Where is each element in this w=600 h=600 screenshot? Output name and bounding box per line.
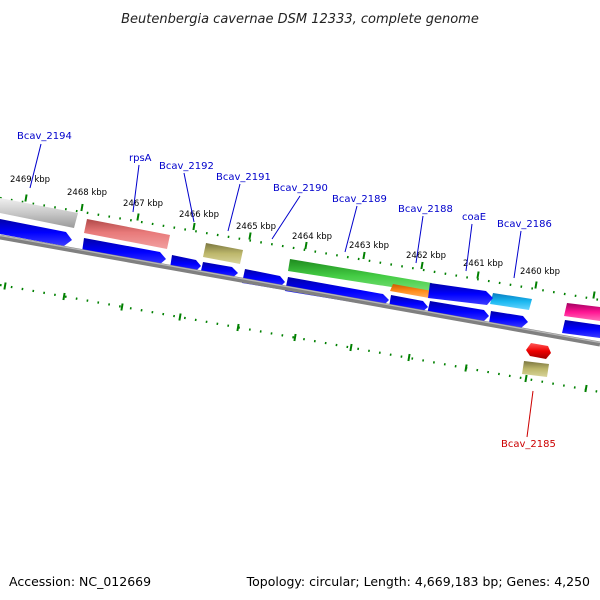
genome-backbone: [0, 234, 600, 347]
major-tick: [362, 251, 366, 260]
genome-summary-text: Topology: circular; Length: 4,669,183 bp…: [246, 574, 590, 589]
gene-labels: Bcav_2194 rpsA Bcav_2192 Bcav_2191 Bcav_…: [17, 131, 556, 450]
cds-arrow[interactable]: [562, 320, 600, 338]
gene-label-coaE[interactable]: coaE: [462, 212, 486, 223]
position-label: 2461 kbp: [463, 259, 503, 269]
position-label: 2469 kbp: [10, 175, 50, 185]
cds-arrow[interactable]: [0, 219, 72, 246]
major-tick: [120, 303, 124, 311]
leader-line: [526, 390, 534, 438]
leader-line: [415, 215, 424, 264]
inner-tick-track: [0, 282, 600, 394]
gene-label-leaders: [29, 143, 534, 438]
major-tick: [464, 364, 468, 372]
lower-feature-track: [522, 343, 551, 377]
position-label: 2464 kbp: [292, 232, 332, 242]
major-tick: [136, 213, 140, 221]
position-label: 2467 kbp: [123, 199, 163, 209]
feature-red-arrow[interactable]: [526, 343, 551, 359]
gene-label-bcav-2192[interactable]: Bcav_2192: [159, 161, 214, 172]
genome-backbone-highlight: [0, 234, 600, 344]
leader-line: [183, 172, 195, 223]
position-label: 2463 kbp: [349, 241, 389, 251]
position-label: 2468 kbp: [67, 188, 107, 198]
position-labels: 2469 kbp 2468 kbp 2467 kbp 2466 kbp 2465…: [10, 175, 560, 277]
major-tick: [349, 343, 353, 352]
major-tick: [236, 323, 240, 332]
major-tick: [24, 194, 28, 202]
leader-line: [465, 223, 473, 272]
gene-label-bcav-2191[interactable]: Bcav_2191: [216, 172, 271, 183]
feature-bcav-2188[interactable]: [390, 284, 432, 298]
map-title: Beutenbergia cavernae DSM 12333, complet…: [121, 12, 479, 27]
feature-gray[interactable]: [0, 198, 78, 228]
gene-label-bcav-2194[interactable]: Bcav_2194: [17, 131, 72, 142]
gene-label-bcav-2189[interactable]: Bcav_2189: [332, 194, 387, 205]
major-tick: [407, 353, 411, 362]
leader-line: [513, 230, 522, 279]
feature-bcav-2189[interactable]: [288, 259, 432, 293]
major-tick: [304, 241, 308, 250]
cds-arrow[interactable]: [427, 301, 489, 323]
outer-tick-track: [0, 194, 600, 302]
major-tick: [534, 281, 538, 289]
outer-track-dots: [0, 196, 600, 302]
major-tick: [584, 384, 588, 393]
leader-line: [132, 164, 140, 213]
position-label: 2465 kbp: [236, 222, 276, 232]
accession-text: Accession: NC_012669: [9, 574, 151, 589]
leader-line: [344, 205, 358, 253]
major-tick: [592, 291, 596, 299]
leader-line: [227, 183, 241, 232]
position-label: 2460 kbp: [520, 267, 560, 277]
major-tick: [248, 232, 252, 240]
feature-bcav-2185[interactable]: [522, 361, 549, 377]
major-tick: [476, 271, 480, 279]
major-tick: [62, 292, 66, 301]
position-label: 2466 kbp: [179, 210, 219, 220]
upper-feature-track: [0, 198, 600, 321]
position-label: 2462 kbp: [406, 251, 446, 261]
gene-label-bcav-2188[interactable]: Bcav_2188: [398, 204, 453, 215]
major-tick: [80, 203, 84, 212]
gene-label-bcav-2186[interactable]: Bcav_2186: [497, 219, 552, 230]
feature-rpsA[interactable]: [84, 219, 170, 249]
gene-label-bcav-2185[interactable]: Bcav_2185: [501, 439, 556, 450]
feature-bcav-2186[interactable]: [490, 293, 532, 310]
cds-arrow[interactable]: [428, 283, 493, 305]
major-tick: [420, 261, 424, 270]
feature-magenta[interactable]: [564, 303, 600, 321]
leader-line: [29, 143, 42, 189]
major-tick: [3, 282, 7, 290]
gene-label-bcav-2190[interactable]: Bcav_2190: [273, 183, 328, 194]
major-tick: [192, 222, 196, 231]
feature-bcav-2191[interactable]: [203, 243, 243, 264]
leader-line: [271, 195, 301, 240]
gene-label-rpsA[interactable]: rpsA: [129, 153, 152, 164]
major-tick: [524, 374, 528, 383]
major-tick: [178, 313, 182, 321]
major-tick: [293, 333, 297, 342]
cds-arrow[interactable]: [82, 238, 166, 266]
